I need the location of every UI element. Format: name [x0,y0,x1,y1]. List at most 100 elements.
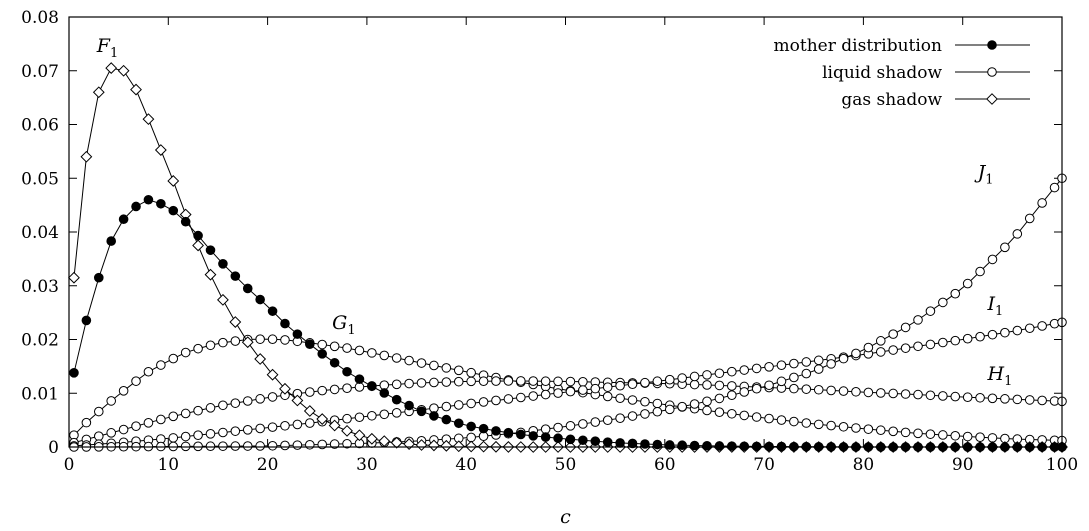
data-point [962,278,973,289]
data-point [627,379,638,389]
data-point [975,392,985,403]
data-point [615,438,625,448]
legend-marker [987,40,997,50]
data-point [466,367,476,378]
data-point [305,387,315,397]
legend-marker [987,67,997,77]
data-point [291,394,304,407]
data-point [838,353,849,364]
data-point [230,336,241,346]
data-point [739,387,750,397]
curve-label-main: F [96,35,111,57]
data-point [230,398,241,408]
data-point [317,349,328,359]
data-point [851,386,861,397]
data-point [168,205,179,216]
data-point [354,374,365,384]
data-point [342,366,352,377]
y-tick-label: 0.05 [21,169,59,189]
data-point [106,428,117,438]
data-point [950,335,961,346]
data-point [440,439,453,452]
data-point [404,355,414,366]
data-point [229,316,242,328]
data-point [962,392,973,403]
data-point [801,357,812,367]
data-point [452,440,465,453]
data-point [379,380,390,390]
data-point [193,343,203,354]
data-point [81,417,92,428]
data-point [962,333,973,344]
legend-label: gas shadow [841,90,942,110]
data-point [602,437,613,447]
data-point [813,419,824,430]
data-point [143,418,154,428]
data-point [441,377,452,387]
curve-label-main: H [987,363,1005,385]
data-point [453,400,464,410]
data-point [218,400,228,411]
data-point [317,339,328,350]
data-point [354,382,365,392]
data-point [987,393,998,404]
data-point [478,376,489,387]
data-point [615,393,625,404]
data-point [180,408,191,419]
data-point [702,396,712,407]
data-point [553,433,563,444]
data-point [466,421,476,432]
data-point [987,254,998,265]
data-point [702,405,712,416]
data-point [925,306,936,316]
curve-label: I1 [987,293,1004,319]
data-point [441,363,452,373]
data-point [156,198,166,209]
x-tick-label: 90 [952,455,974,475]
data-point [975,432,985,442]
data-point [230,441,241,451]
data-point [627,395,638,405]
data-point [204,268,217,281]
data-point [466,376,476,387]
data-point [205,441,216,452]
data-point [565,376,576,387]
data-point [280,440,290,451]
data-point [751,441,762,452]
data-point [528,431,539,441]
data-point [118,214,129,225]
data-point [441,401,452,412]
x-axis-title: c [560,506,571,528]
data-point [379,409,390,420]
y-tick-label: 0.06 [21,116,59,136]
data-point [689,371,700,382]
data-point [255,294,265,305]
data-point [254,353,267,365]
data-point [689,440,700,451]
data-point [367,348,377,358]
curve-label-main: I [987,293,996,315]
data-point [578,435,588,446]
data-point [913,389,923,400]
data-point [503,427,514,438]
data-point [962,431,973,442]
data-point [913,315,923,325]
data-point [652,406,663,417]
data-point [789,372,799,383]
data-point [664,374,675,385]
data-point [516,376,526,386]
data-point [553,388,563,398]
data-point [131,376,141,386]
data-point [379,388,390,398]
x-tick-label: 60 [654,455,676,475]
data-point [640,409,650,419]
data-point [851,348,861,359]
y-tick-label: 0.04 [21,223,59,243]
data-point [590,436,601,446]
data-point [813,355,824,366]
data-point [255,394,265,404]
data-point [168,353,179,364]
data-point [391,394,402,405]
data-point [93,406,104,417]
